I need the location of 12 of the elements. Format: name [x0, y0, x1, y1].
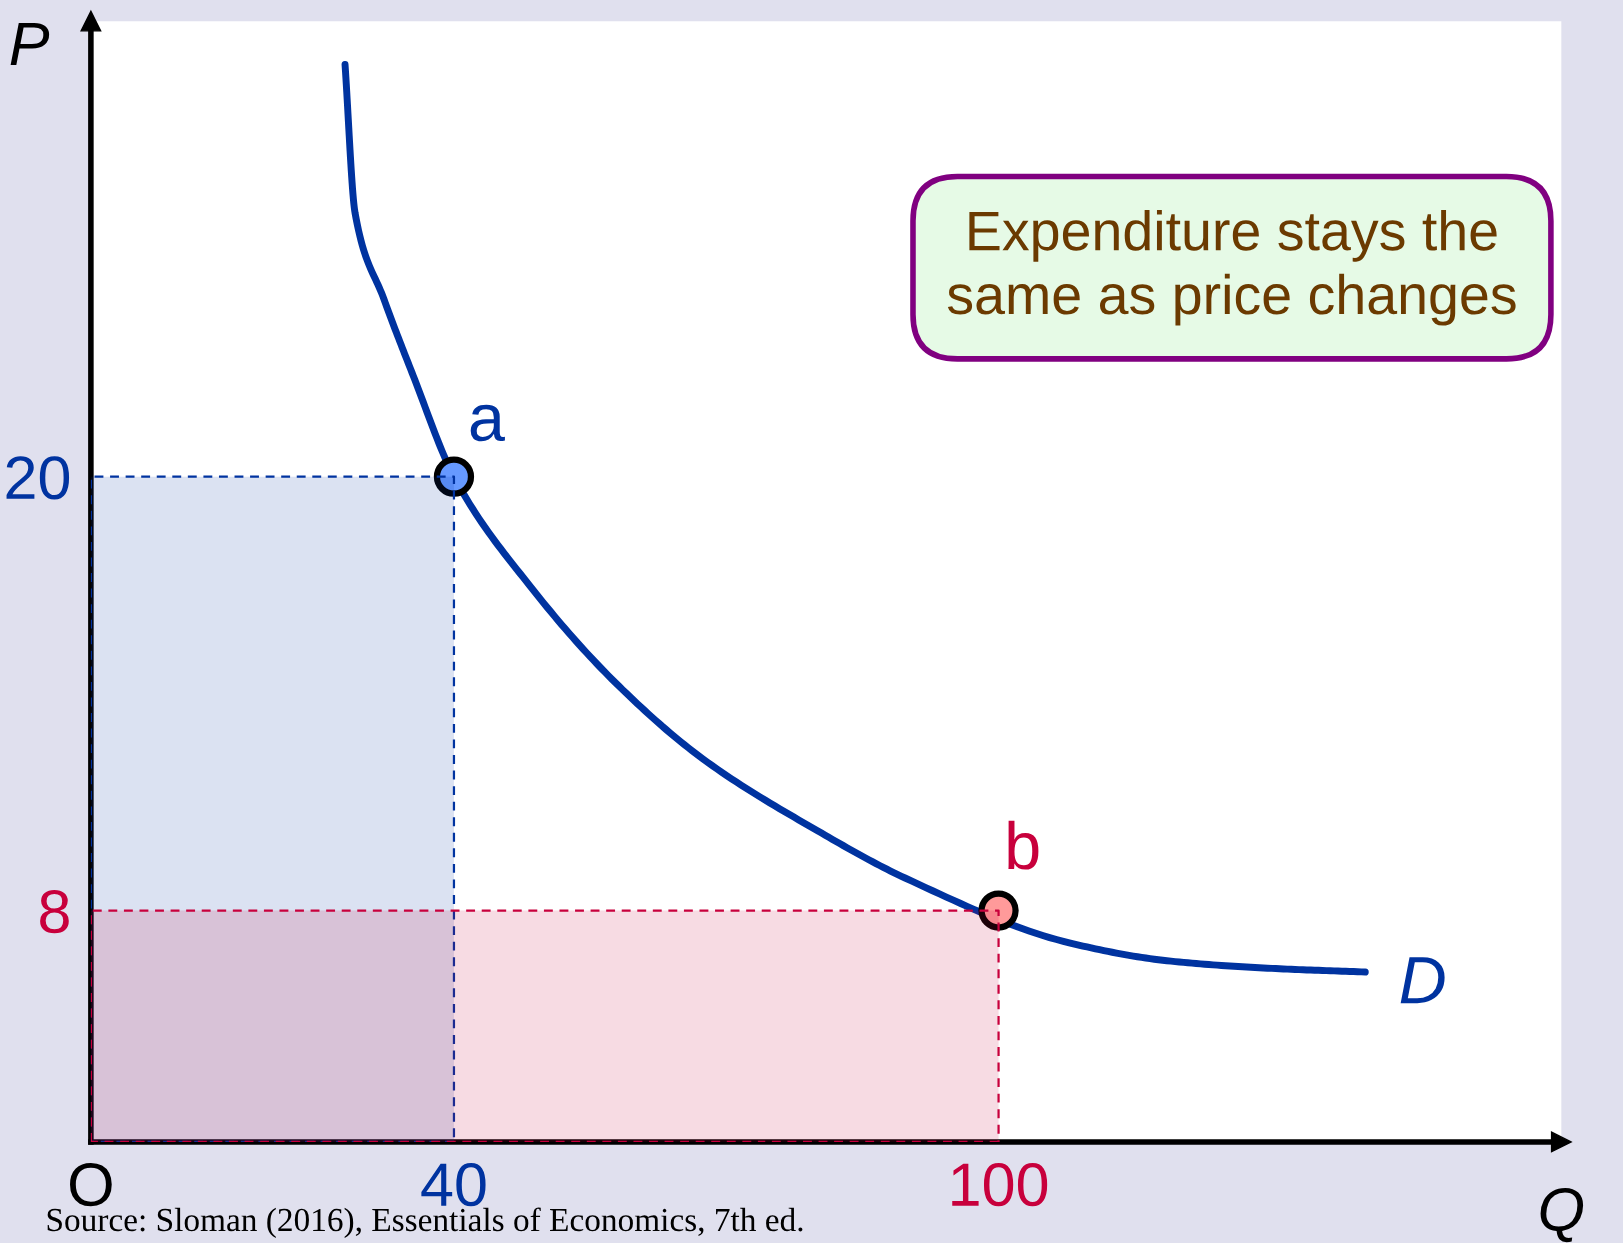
annotation: a	[470, 404, 505, 442]
annotation: D	[1400, 957, 1445, 1004]
annotation: b	[1008, 820, 1039, 870]
source-note: Source: Sloman (2016), Essentials of Economics, 7th ed.	[47, 1207, 803, 1239]
x-tick-label: O	[70, 1163, 112, 1207]
y-tick-label: 20	[6, 456, 70, 500]
x-tick-label: 40	[421, 1163, 486, 1207]
x-axis-title: Q	[1540, 1187, 1584, 1243]
y-tick-label: 8	[40, 890, 69, 934]
y-axis-title: P	[10, 22, 50, 65]
x-tick-label: 100	[952, 1163, 1048, 1207]
annotation: Expenditure stays the same as price changes	[947, 209, 1516, 326]
